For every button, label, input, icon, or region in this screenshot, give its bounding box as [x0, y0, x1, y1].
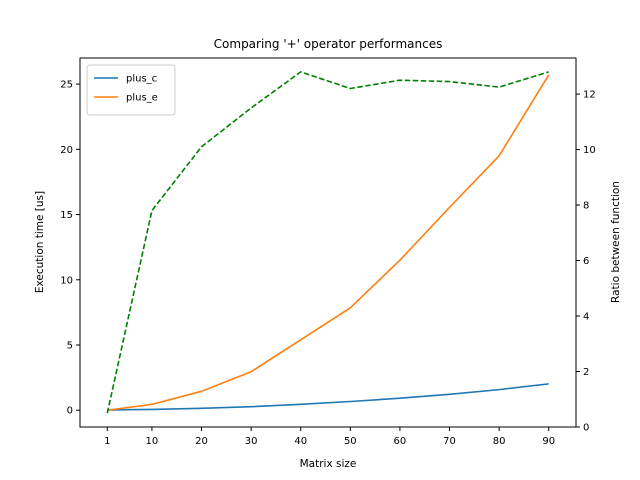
- y-tick-label: 25: [60, 80, 73, 91]
- x-axis-label: Matrix size: [300, 458, 357, 470]
- x-tick-label: 10: [146, 436, 159, 447]
- y-tick-label: 5: [67, 340, 73, 351]
- series-layer: [106, 71, 550, 414]
- y2-tick-label: 8: [583, 201, 589, 212]
- y2-tick-label: 10: [583, 145, 596, 156]
- y2-axis-label: Ratio between function: [610, 181, 622, 303]
- x-tick-label: 50: [344, 436, 357, 447]
- y2-axis-ticks: 0 2 4 6 8 10 12: [576, 90, 596, 434]
- x-tick-label: 80: [493, 436, 506, 447]
- y-tick-label: 15: [60, 210, 73, 221]
- x-tick-label: 40: [294, 436, 307, 447]
- x-tick-label: 60: [394, 436, 407, 447]
- y-tick-label: 0: [67, 406, 73, 417]
- legend-box: [86, 64, 176, 116]
- series-line-plus_e: [107, 74, 550, 412]
- x-tick-label: 1: [104, 436, 110, 447]
- y-tick-label: 10: [60, 275, 73, 286]
- legend: plus_c plus_e: [86, 64, 176, 116]
- x-tick-label: 70: [443, 436, 456, 447]
- y2-tick-label: 6: [583, 256, 589, 267]
- y2-tick-label: 2: [583, 367, 589, 378]
- legend-label: plus_c: [126, 74, 157, 85]
- y-axis-label: Execution time [us]: [34, 191, 46, 293]
- x-tick-label: 90: [542, 436, 555, 447]
- plot-area-frame: [79, 57, 577, 428]
- chart-title: Comparing '+' operator performances: [214, 37, 443, 51]
- y2-tick-label: 0: [583, 423, 589, 434]
- x-tick-label: 30: [245, 436, 258, 447]
- x-tick-label: 20: [195, 436, 208, 447]
- x-axis-ticks: 1 10 20 30 40 50 60 70 80 90: [104, 427, 555, 447]
- series-line-plus_c: [107, 383, 549, 411]
- y2-tick-label: 12: [583, 90, 596, 101]
- y-axis-ticks: 0 5 10 15 20 25: [60, 80, 80, 417]
- legend-label: plus_e: [126, 93, 158, 104]
- y2-tick-label: 4: [583, 312, 589, 323]
- y-tick-label: 20: [60, 145, 73, 156]
